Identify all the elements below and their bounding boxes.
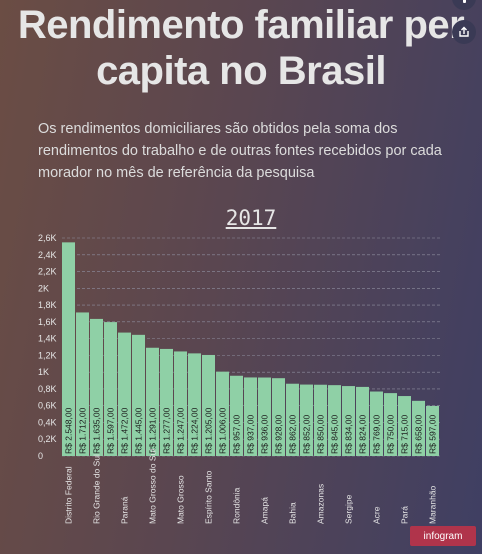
value-label: R$ 928,00 [274,415,284,454]
category-label: Sergipe [344,494,354,524]
category-label: Bahia [288,502,298,524]
bar [146,347,159,456]
category-label: Rio Grande do Sul [92,454,102,524]
value-label: R$ 1.597,00 [106,407,116,454]
bar [356,386,369,456]
y-tick-label: 1,2K [38,350,57,360]
value-label: R$ 824,00 [358,415,368,454]
y-tick-label: 0,8K [38,384,57,394]
bar [202,354,215,456]
share-button[interactable] [452,20,476,44]
value-label: R$ 936,00 [260,415,270,454]
category-label: Pará [400,506,410,524]
value-label: R$ 1.247,00 [176,407,186,454]
y-tick-label: 1,6K [38,317,57,327]
bar [118,332,131,456]
bar [188,353,201,456]
category-label: Amazonas [316,484,326,524]
value-label: R$ 1.006,00 [218,407,228,454]
bar [300,384,313,456]
page-title: Rendimento familiar per capita no Brasil [0,2,482,94]
value-label: R$ 957,00 [232,415,242,454]
bar [216,371,229,456]
chart-description: Os rendimentos domiciliares são obtidos … [38,121,442,181]
y-tick-label: 0 [38,451,43,461]
bar [328,385,341,456]
y-tick-label: 1,4K [38,334,57,344]
bar [174,351,187,456]
y-tick-label: 2,2K [38,267,57,277]
value-label: R$ 1.205,00 [204,407,214,454]
bar [104,322,117,456]
value-label: R$ 715,00 [400,415,410,454]
bar [412,400,425,456]
label-layer: R$ 2.548,00 Distrito Federal R$ 1.712,00 R$… [64,407,438,524]
bar [398,396,411,456]
category-label: Paraná [120,496,130,524]
bar [132,334,145,456]
chart-subtitle: 2017 [225,206,277,230]
bar-chart: 0 0,2K 0,4K 0,6K 0,8K 1K 1,2K 1,4K 1,6K 1,8K 2K 2,2… [38,233,442,524]
y-tick-label: 2,4K [38,250,57,260]
bar [272,378,285,456]
category-label: Mato Grosso [176,475,186,524]
y-tick-label: 2K [38,283,49,293]
title-text: Rendimento familiar per capita no Brasil [17,3,465,93]
category-label: Maranhão [428,485,438,524]
value-label: R$ 845,00 [330,415,340,454]
bar [230,375,243,456]
bar [286,383,299,456]
value-label: R$ 852,00 [302,415,312,454]
category-label: Amapá [260,497,270,524]
bar [314,384,327,456]
y-tick-label: 2,6K [38,233,57,243]
category-label: Mato Grosso do Sul [148,449,158,524]
value-label: R$ 937,00 [246,415,256,454]
bar [90,318,103,456]
y-tick-label: 1,8K [38,300,57,310]
bar [342,386,355,456]
menu-button[interactable] [452,0,476,10]
value-label: R$ 834,00 [344,415,354,454]
value-label: R$ 2.548,00 [64,407,74,454]
category-label: Distrito Federal [64,466,74,524]
category-label: Acre [372,506,382,524]
value-label: R$ 1.224,00 [190,407,200,454]
category-label: Espírito Santo [204,470,214,524]
category-label: Rondônia [232,487,242,524]
bar [370,391,383,456]
value-label: R$ 850,00 [316,415,326,454]
value-label: R$ 1.472,00 [120,407,130,454]
bar [258,377,271,456]
y-tick-label: 0,6K [38,401,57,411]
value-label: R$ 597,00 [428,415,438,454]
value-label: R$ 1.635,00 [92,407,102,454]
value-label: R$ 1.291,00 [148,407,158,454]
grid-layer: 0 0,2K 0,4K 0,6K 0,8K 1K 1,2K 1,4K 1,6K 1,8K 2K 2,2… [38,233,442,461]
value-label: R$ 862,00 [288,415,298,454]
value-label: R$ 750,00 [386,415,396,454]
share-icon [459,26,469,37]
bar-layer [62,242,439,456]
value-label: R$ 769,00 [372,415,382,454]
infogram-badge[interactable]: infogram [410,526,476,546]
value-label: R$ 658,00 [414,415,424,454]
badge-label: infogram [423,530,463,542]
value-label: R$ 1.712,00 [78,407,88,454]
bar [76,312,89,456]
menu-icon [462,0,466,3]
bar [426,405,439,456]
bar [384,393,397,456]
value-label: R$ 1.445,00 [134,407,144,454]
bar [244,377,257,456]
value-label: R$ 1.277,00 [162,407,172,454]
y-tick-label: 0,4K [38,417,57,427]
y-tick-label: 0,2K [38,434,57,444]
bar [160,348,173,456]
y-tick-label: 1K [38,367,49,377]
bar [62,242,75,456]
